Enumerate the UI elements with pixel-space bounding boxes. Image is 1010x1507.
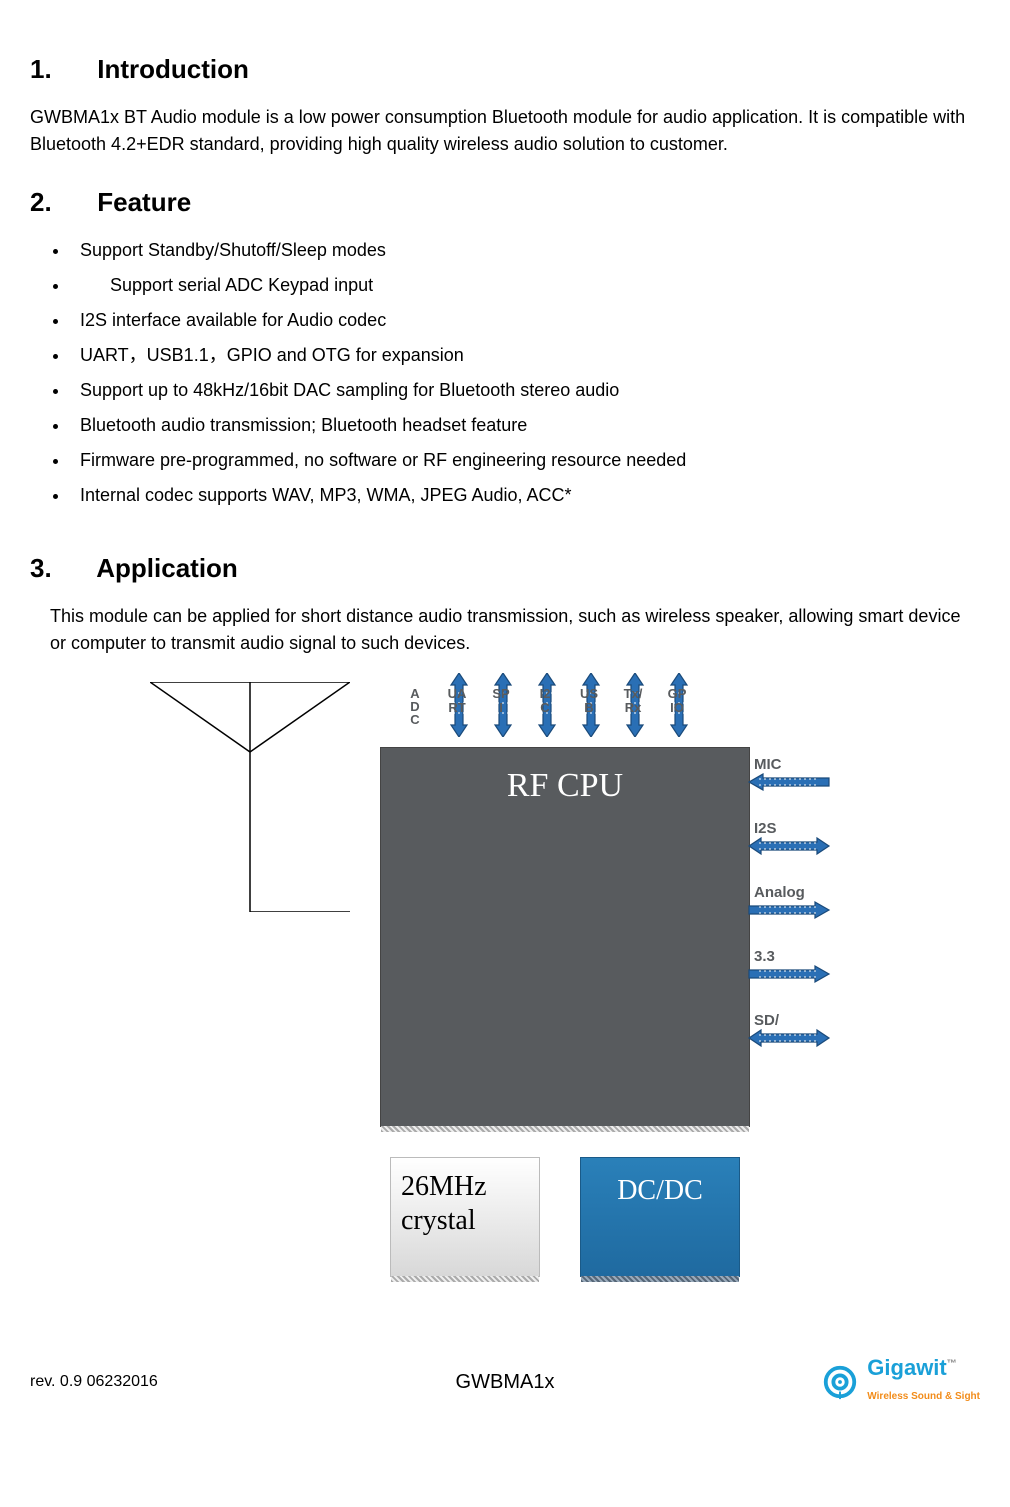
section-3-heading: 3. Application xyxy=(30,549,980,588)
feature-item: Support up to 48kHz/16bit DAC sampling f… xyxy=(70,377,980,404)
crystal-block: 26MHzcrystal xyxy=(390,1157,540,1277)
logo-icon xyxy=(821,1363,859,1401)
section-2-heading: 2. Feature xyxy=(30,183,980,222)
port-label: Tx/Rx xyxy=(611,687,655,716)
section-3-num: 3. xyxy=(30,549,90,588)
antenna-icon xyxy=(150,682,350,912)
feature-item: Support Standby/Shutoff/Sleep modes xyxy=(70,237,980,264)
feature-item: Bluetooth audio transmission; Bluetooth … xyxy=(70,412,980,439)
application-paragraph: This module can be applied for short dis… xyxy=(50,603,980,657)
section-1-title: Introduction xyxy=(97,54,249,84)
section-2-num: 2. xyxy=(30,183,90,222)
feature-item: I2S interface available for Audio codec xyxy=(70,307,980,334)
brand-name: Gigawit xyxy=(867,1355,946,1380)
port-label: I2C xyxy=(523,687,567,716)
feature-item: Support serial ADC Keypad input xyxy=(70,272,980,299)
port-label: GPIO xyxy=(655,687,699,716)
brand-logo: Gigawit™ Wireless Sound & Sight xyxy=(821,1357,980,1407)
port-label: USB xyxy=(567,687,611,716)
dcdc-block: DC/DC xyxy=(580,1157,740,1277)
feature-item: UART，USB1.1，GPIO and OTG for expansion xyxy=(70,342,980,369)
section-2-title: Feature xyxy=(97,187,191,217)
cpu-label: RF CPU xyxy=(381,760,749,811)
section-1-heading: 1. Introduction xyxy=(30,50,980,89)
feature-item: Internal codec supports WAV, MP3, WMA, J… xyxy=(70,482,980,509)
port-label: UART xyxy=(435,687,479,716)
port-label: SPI xyxy=(479,687,523,716)
feature-list: Support Standby/Shutoff/Sleep modes Suppo… xyxy=(30,237,980,509)
feature-item: Firmware pre-programmed, no software or … xyxy=(70,447,980,474)
cpu-block: RF CPU xyxy=(380,747,750,1127)
block-diagram: RF CPU ADC UART SPI I2C USB Tx/Rx xyxy=(130,677,850,1317)
section-3-title: Application xyxy=(96,553,238,583)
brand-tagline: Wireless Sound & Sight xyxy=(867,1391,980,1402)
page-footer: rev. 0.9 06232016 GWBMA1x Gigawit™ Wirel… xyxy=(30,1357,980,1407)
top-ports-group: UART SPI I2C USB Tx/Rx GPIO xyxy=(405,667,765,747)
intro-paragraph: GWBMA1x BT Audio module is a low power c… xyxy=(30,104,980,158)
section-1-num: 1. xyxy=(30,50,90,89)
